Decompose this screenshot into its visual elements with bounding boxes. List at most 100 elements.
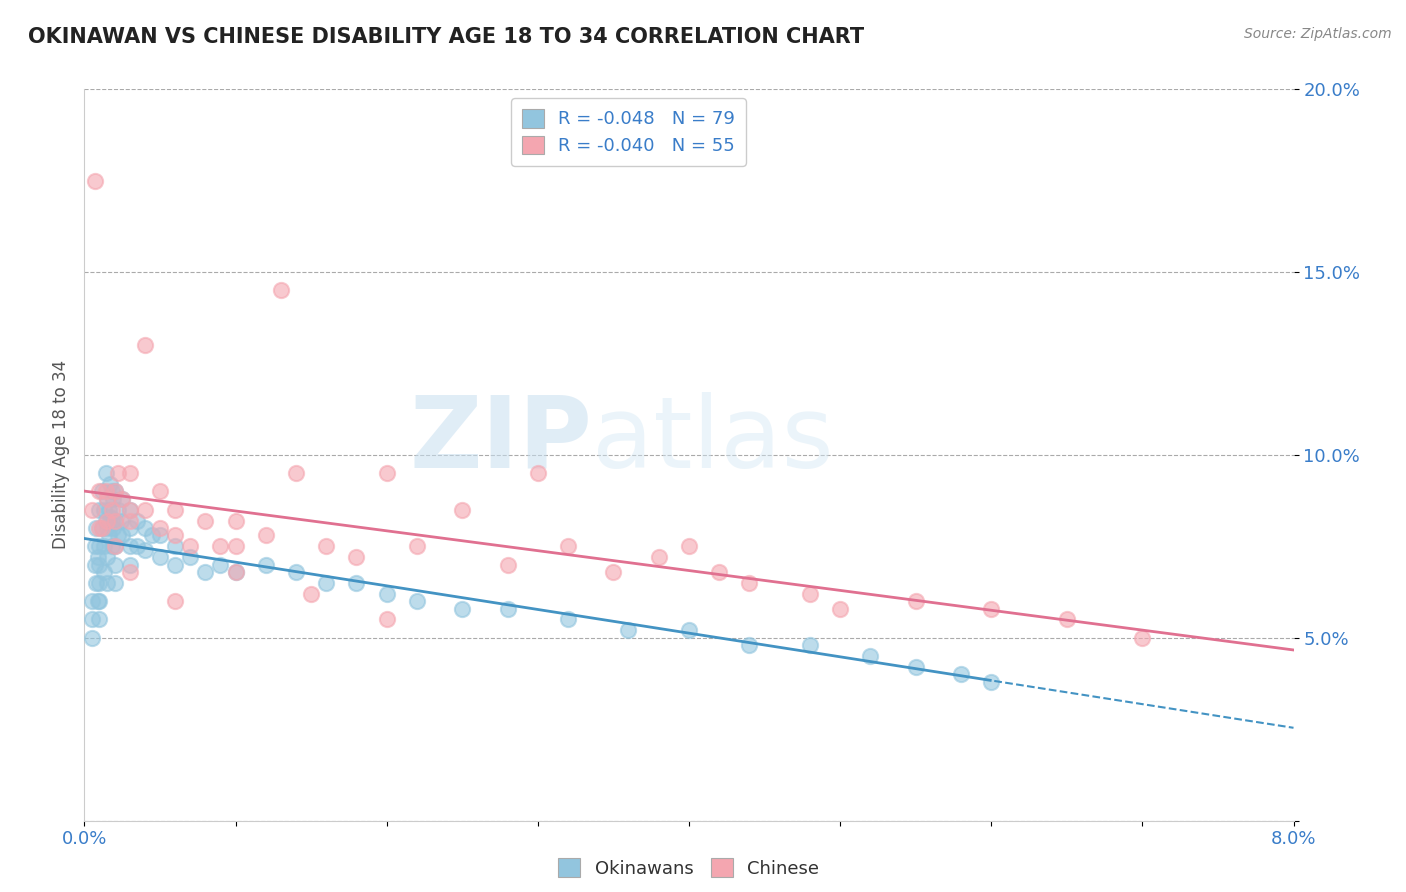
Point [225,565,247,579]
Point [86,521,108,535]
Point [100,502,122,516]
Point [254,528,277,542]
Point [118,565,141,579]
Point [118,539,141,553]
Point [225,514,247,528]
Point [270,284,292,298]
Point [97,502,120,516]
Point [149,528,172,542]
Point [980,674,1002,689]
Text: ZIP: ZIP [409,392,592,489]
Point [904,660,927,674]
Point [602,565,624,579]
Point [89,539,111,553]
Point [91,521,114,535]
Point [94,466,117,480]
Point [89,484,111,499]
Point [107,528,129,542]
Point [134,502,156,516]
Point [127,514,149,528]
Point [406,594,429,608]
Point [406,539,429,553]
Point [91,484,114,499]
Point [111,491,134,506]
Point [118,514,141,528]
Point [89,576,111,591]
Point [104,576,127,591]
Point [80,502,103,516]
Point [451,502,474,516]
Point [127,539,149,553]
Point [709,565,731,579]
Point [89,521,111,535]
Point [134,338,156,352]
Point [84,174,107,188]
Point [98,477,121,491]
Point [118,502,141,516]
Point [80,594,103,608]
Point [80,613,103,627]
Point [165,502,187,516]
Point [101,491,124,506]
Point [118,466,141,480]
Point [209,558,232,572]
Point [97,528,120,542]
Point [950,667,973,681]
Point [96,550,118,565]
Point [859,649,882,664]
Point [738,576,761,591]
Point [299,587,322,601]
Point [96,521,118,535]
Point [149,550,172,565]
Point [1132,631,1154,645]
Point [315,539,337,553]
Point [254,558,277,572]
Point [96,491,118,506]
Point [87,550,110,565]
Point [179,550,201,565]
Point [118,558,141,572]
Point [101,521,124,535]
Point [647,550,671,565]
Point [86,576,108,591]
Point [346,576,368,591]
Point [111,491,134,506]
Point [96,514,118,528]
Point [678,624,700,638]
Point [104,558,127,572]
Text: Source: ZipAtlas.com: Source: ZipAtlas.com [1244,27,1392,41]
Point [1056,613,1078,627]
Point [799,587,821,601]
Point [93,539,115,553]
Point [104,514,127,528]
Point [104,539,127,553]
Point [165,558,187,572]
Point [375,466,398,480]
Point [496,558,519,572]
Point [617,624,640,638]
Point [84,558,107,572]
Point [91,521,114,535]
Point [94,514,117,528]
Point [451,601,474,615]
Point [194,514,217,528]
Point [111,528,134,542]
Point [557,613,579,627]
Point [89,594,111,608]
Point [93,565,115,579]
Point [496,601,519,615]
Legend: Okinawans, Chinese: Okinawans, Chinese [551,851,827,885]
Point [346,550,368,565]
Point [165,539,187,553]
Point [87,594,110,608]
Point [96,576,118,591]
Point [225,565,247,579]
Point [107,502,129,516]
Point [94,484,117,499]
Point [104,484,127,499]
Text: atlas: atlas [592,392,834,489]
Point [165,594,187,608]
Point [149,521,172,535]
Point [100,514,122,528]
Point [678,539,700,553]
